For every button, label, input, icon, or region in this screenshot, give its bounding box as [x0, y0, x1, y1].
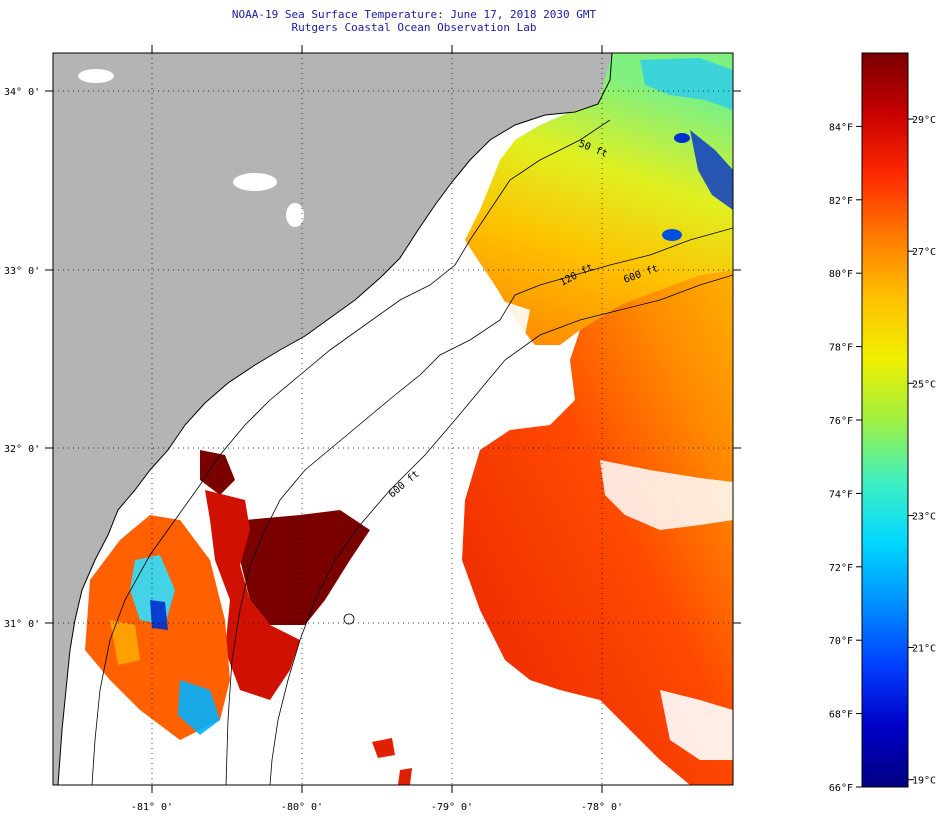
- sst-patch: [372, 738, 395, 758]
- colorbar-label-f: 80°F: [829, 269, 853, 280]
- sst-cold-spot: [674, 133, 690, 143]
- colorbar-label-f: 72°F: [829, 563, 853, 574]
- colorbar-label-f: 76°F: [829, 416, 853, 427]
- coastline: [57, 53, 613, 785]
- isobath-120ft: [225, 227, 733, 785]
- sst-cloud-band: [470, 300, 530, 430]
- cloud-patch: [78, 69, 114, 83]
- map-frame: [52, 52, 734, 786]
- lon-label: -81° 0': [131, 802, 173, 813]
- colorbar-label-c: 27°C: [912, 247, 936, 258]
- map-ticks: [45, 45, 741, 793]
- sst-estuary-cool: [178, 680, 220, 735]
- colorbar-label-c: 29°C: [912, 115, 936, 126]
- isobath-shallow: [91, 119, 611, 785]
- sst-cold-spot: [662, 229, 682, 241]
- colorbar-label-c: 21°C: [912, 644, 936, 655]
- sst-estuary-cold: [150, 600, 168, 630]
- sst-cloud-band: [600, 460, 733, 530]
- map-title: NOAA-19 Sea Surface Temperature: June 17…: [231, 8, 597, 21]
- lat-label: 34° 0': [4, 87, 40, 98]
- sst-north-cool: [640, 58, 733, 110]
- colorbar-ticks: [856, 118, 914, 788]
- lat-label: 33° 0': [4, 266, 40, 277]
- colorbar-label-f: 70°F: [829, 636, 853, 647]
- sst-offshore-warm: [462, 270, 733, 785]
- graticule: [53, 53, 733, 785]
- land-mass: [53, 53, 612, 785]
- station-marker: [343, 613, 355, 625]
- colorbar: [861, 52, 909, 788]
- sst-nearshore-hot: [200, 450, 235, 495]
- map-subtitle: Rutgers Coastal Ocean Observation Lab: [291, 21, 537, 34]
- cloud-patch: [233, 173, 277, 191]
- lat-label: 31° 0': [4, 619, 40, 630]
- sst-patch: [398, 768, 412, 785]
- colorbar-label-f: 66°F: [829, 783, 853, 794]
- sst-north-region: [465, 53, 733, 345]
- sst-nearshore-hot: [240, 510, 370, 625]
- colorbar-label-f: 82°F: [829, 196, 853, 207]
- colorbar-label-f: 78°F: [829, 343, 853, 354]
- lat-label: 32° 0': [4, 444, 40, 455]
- sst-north-cold: [690, 130, 733, 210]
- colorbar-label-f: 68°F: [829, 710, 853, 721]
- colorbar-label-c: 19°C: [912, 776, 936, 787]
- lon-label: -80° 0': [281, 802, 323, 813]
- sst-nearshore-red: [205, 490, 300, 700]
- lon-label: -79° 0': [431, 802, 473, 813]
- isobath-600ft: [269, 274, 733, 785]
- colorbar-label-f: 84°F: [829, 122, 853, 133]
- colorbar-label-f: 74°F: [829, 489, 853, 500]
- colorbar-label-c: 25°C: [912, 379, 936, 390]
- map-plot-area: 50 ft 120 ft 600 ft 600 ft: [53, 53, 733, 785]
- cloud-patch: [286, 203, 304, 227]
- sst-cloud-band: [660, 690, 733, 760]
- colorbar-label-c: 23°C: [912, 511, 936, 522]
- sst-estuary-mix: [110, 620, 140, 665]
- lon-label: -78° 0': [581, 802, 623, 813]
- colorbar-labels: 84°F 82°F 80°F 78°F 76°F 74°F 72°F 70°F 68°F 66°F…: [829, 115, 936, 794]
